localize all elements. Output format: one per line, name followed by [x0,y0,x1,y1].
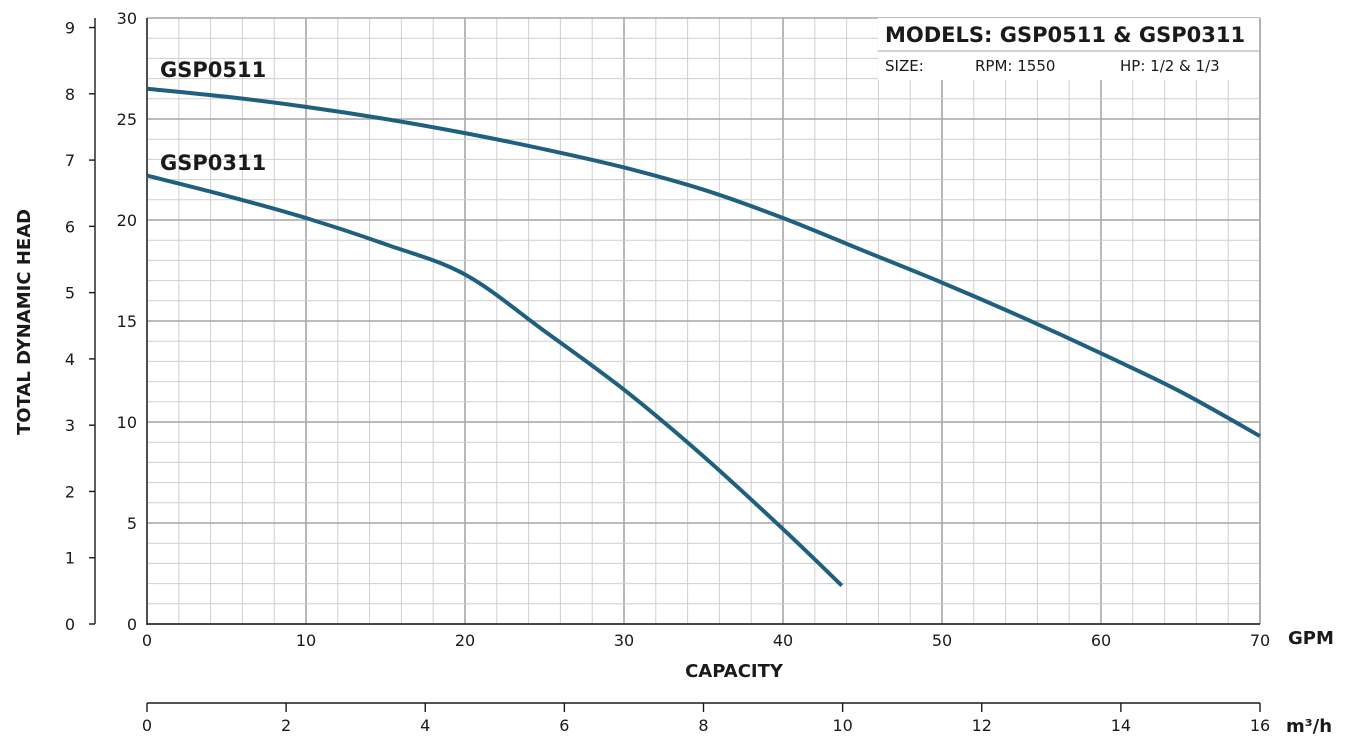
x-axis-label: CAPACITY [685,661,784,682]
x-tick-label: 20 [455,631,475,650]
series-label-gsp0311: GSP0311 [160,151,266,175]
y-secondary-tick-label: 4 [65,350,75,369]
x-unit-gpm: GPM [1288,628,1334,649]
x-secondary-tick-label: 10 [832,716,852,735]
axes [89,18,1261,712]
y-tick-label: 20 [117,211,137,230]
x-tick-label: 70 [1250,631,1270,650]
x-secondary-tick-label: 12 [972,716,992,735]
y-secondary-tick-label: 3 [65,416,75,435]
x-tick-label: 40 [773,631,793,650]
y-secondary-tick-label: 9 [65,19,75,38]
x-secondary-tick-label: 8 [698,716,708,735]
x-tick-label: 30 [614,631,634,650]
y-secondary-tick-label: 1 [65,549,75,568]
x-tick-label: 60 [1091,631,1111,650]
x-unit-m3h: m³/h [1286,716,1332,737]
y-tick-label: 15 [117,312,137,331]
info-box [878,18,1260,80]
x-secondary-tick-label: 14 [1111,716,1131,735]
x-secondary-tick-label: 2 [281,716,291,735]
chart-title: MODELS: GSP0511 & GSP0311 [885,23,1245,47]
info-size: SIZE: [885,57,924,75]
x-tick-label: 10 [296,631,316,650]
y-axis-label: TOTAL DYNAMIC HEAD [14,209,35,435]
x-tick-label: 50 [932,631,952,650]
info-rpm: RPM: 1550 [975,57,1055,75]
info-hp: HP: 1/2 & 1/3 [1120,57,1220,75]
y-secondary-tick-label: 7 [65,151,75,170]
series-label-gsp0511: GSP0511 [160,58,266,82]
y-tick-label: 5 [127,514,137,533]
y-secondary-tick-label: 2 [65,482,75,501]
series-layer [146,86,1261,588]
x-secondary-tick-label: 4 [420,716,430,735]
y-secondary-tick-label: 5 [65,284,75,303]
y-secondary-tick-label: 8 [65,85,75,104]
x-tick-label: 0 [142,631,152,650]
y-tick-label: 25 [117,110,137,129]
x-secondary-tick-label: 0 [142,716,152,735]
y-secondary-tick-label: 6 [65,217,75,236]
series-line-gsp0511 [146,86,1261,438]
y-tick-label: 0 [127,615,137,634]
y-secondary-tick-label: 0 [65,615,75,634]
x-secondary-tick-label: 16 [1250,716,1270,735]
y-tick-label: 30 [117,9,137,28]
y-tick-label: 10 [117,413,137,432]
series-line-gsp0311 [146,173,844,588]
x-secondary-tick-label: 6 [559,716,569,735]
grid [146,17,1261,625]
